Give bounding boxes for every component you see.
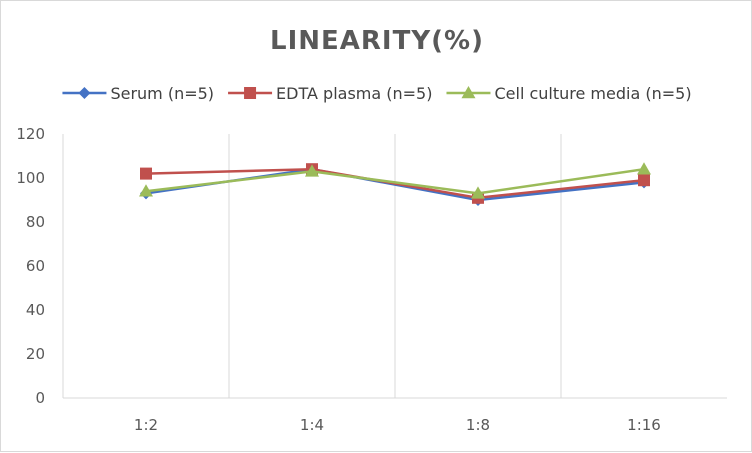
series-line [145,167,645,195]
series-group [139,162,651,206]
legend-item: Cell culture media (n=5) [446,84,692,103]
y-axis-ticks: 0 20 40 60 80 100 120 [16,125,45,407]
chart-title: LINEARITY(%) [270,26,484,56]
y-tick-label: 120 [16,125,45,143]
series-3 [139,162,651,199]
x-tick-label: 1:16 [627,416,661,434]
data-point-marker [471,186,485,199]
data-point-marker [140,167,152,180]
legend-item: Serum (n=5) [62,84,214,103]
x-axis-ticks: 1:2 1:4 1:8 1:16 [134,416,661,434]
x-tick-label: 1:4 [300,416,324,434]
legend-label: Serum (n=5) [110,84,214,103]
y-tick-label: 0 [35,389,45,407]
data-point-marker [637,162,651,175]
x-tick-label: 1:2 [134,416,158,434]
data-point-marker [305,164,319,177]
y-tick-label: 80 [26,213,45,231]
legend-label: EDTA plasma (n=5) [276,84,432,103]
data-point-marker [139,184,153,197]
gridlines [228,134,562,398]
data-point-marker [244,87,257,99]
x-tick-label: 1:8 [466,416,490,434]
data-point-marker [461,86,476,99]
legend-item: EDTA plasma (n=5) [228,84,432,103]
data-point-marker [638,174,650,187]
y-tick-label: 100 [16,169,45,187]
data-point-marker [78,87,91,99]
y-tick-label: 60 [26,257,45,275]
legend-label: Cell culture media (n=5) [494,84,691,103]
y-tick-label: 20 [26,345,45,363]
axes [62,134,727,399]
legend: Serum (n=5) EDTA plasma (n=5) Cell culture… [62,84,692,103]
y-tick-label: 40 [26,301,45,319]
